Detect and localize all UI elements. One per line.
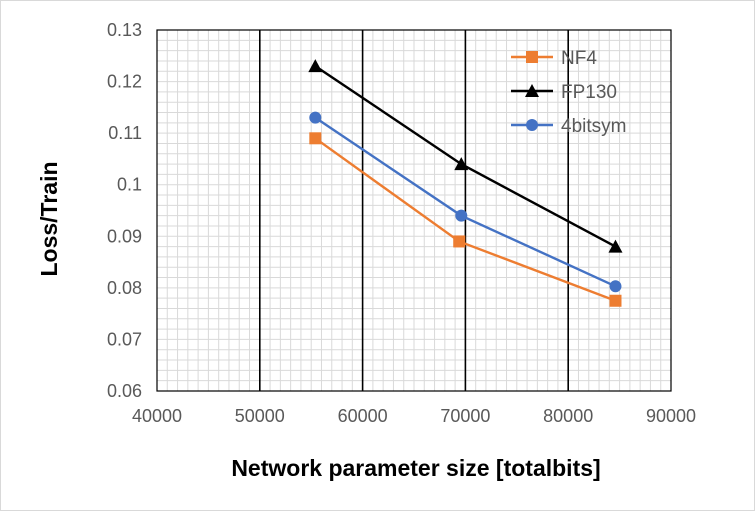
data-point-4bitsym bbox=[309, 111, 322, 124]
data-point-4bitsym bbox=[455, 209, 468, 222]
legend-label-nf4: NF4 bbox=[561, 48, 597, 69]
y-tick-label: 0.07 bbox=[107, 329, 142, 349]
legend-marker-fp130 bbox=[525, 84, 539, 97]
plot-border bbox=[156, 29, 672, 392]
data-point-nf4 bbox=[309, 132, 322, 145]
data-point-fp130 bbox=[608, 239, 623, 253]
x-tick-label: 80000 bbox=[543, 406, 593, 426]
y-tick-label: 0.11 bbox=[108, 123, 142, 143]
legend-marker-nf4 bbox=[526, 51, 538, 63]
legend-label-4bitsym: 4bitsym bbox=[561, 116, 626, 137]
x-tick-label: 70000 bbox=[440, 406, 490, 426]
plot-area-border bbox=[156, 29, 672, 392]
data-point-fp130 bbox=[308, 59, 323, 73]
x-tick-label: 60000 bbox=[338, 406, 388, 426]
legend-marker-4bitsym bbox=[526, 119, 538, 131]
y-tick-labels: 0.06 0.07 0.08 0.09 0.1 0.11 0.12 0.13 bbox=[107, 20, 142, 401]
x-axis-title: Network parameter size [totalbits] bbox=[231, 455, 600, 481]
y-tick-label: 0.12 bbox=[107, 72, 142, 92]
minor-grid bbox=[157, 30, 671, 391]
data-point-nf4 bbox=[609, 294, 622, 307]
y-tick-label: 0.13 bbox=[107, 20, 142, 40]
x-tick-label: 90000 bbox=[646, 406, 696, 426]
data-point-nf4 bbox=[453, 235, 466, 248]
y-tick-label: 0.08 bbox=[107, 278, 142, 298]
data-point-fp130 bbox=[454, 157, 469, 171]
y-tick-label: 0.1 bbox=[117, 175, 142, 195]
data-point-4bitsym bbox=[609, 280, 622, 293]
legend-label-fp130: FP130 bbox=[561, 82, 617, 103]
y-tick-label: 0.06 bbox=[107, 381, 142, 401]
x-tick-labels: 40000 50000 60000 70000 80000 90000 bbox=[132, 406, 696, 426]
major-grid bbox=[258, 30, 570, 391]
y-tick-label: 0.09 bbox=[107, 226, 142, 246]
series-group bbox=[308, 59, 623, 307]
y-axis-title: Loss/Train bbox=[36, 161, 62, 276]
x-tick-label: 50000 bbox=[235, 406, 285, 426]
x-tick-label: 40000 bbox=[132, 406, 182, 426]
legend: NF4 FP130 4bitsym bbox=[511, 48, 626, 137]
